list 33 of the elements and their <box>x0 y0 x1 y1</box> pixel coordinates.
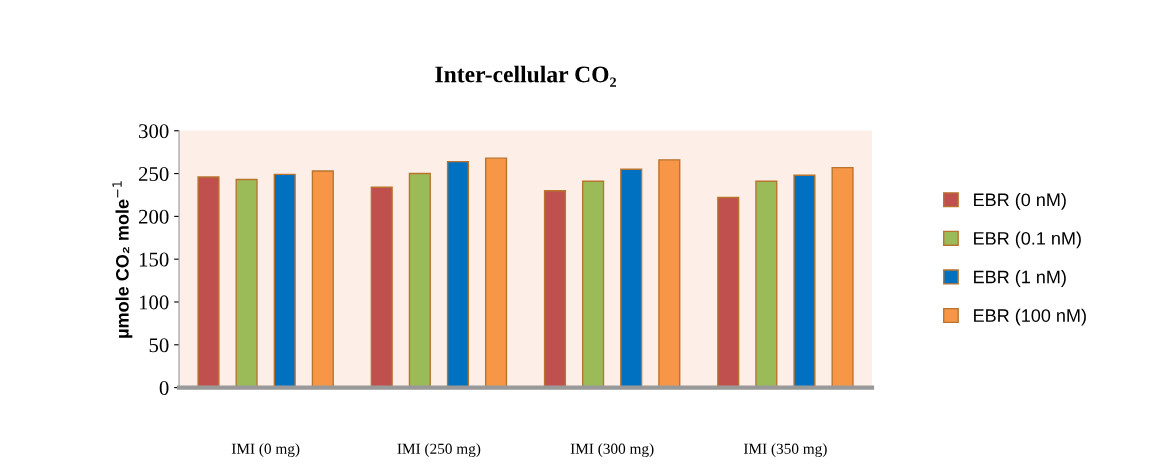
y-tick-label: 300 <box>139 124 169 139</box>
y-axis-title: µmole CO₂ mole$^{−1}$ <box>112 181 133 338</box>
legend-label: EBR (100 nM) <box>974 308 1086 326</box>
bar <box>658 159 681 388</box>
bar <box>408 172 431 388</box>
bar <box>311 170 334 388</box>
bar <box>370 186 393 388</box>
x-tick-label: IMI (0 mg) <box>231 443 300 458</box>
bar <box>543 189 567 388</box>
bar <box>620 168 643 388</box>
bar <box>755 180 778 388</box>
x-tick-label: IMI (250 mg) <box>397 443 481 458</box>
chart-title: Inter-cellular CO₂ <box>435 65 616 87</box>
bar <box>446 160 470 388</box>
legend-label: EBR (0.1 nM) <box>974 231 1081 249</box>
legend-label: EBR (0 nM) <box>974 192 1066 210</box>
x-tick-label: IMI (300 mg) <box>570 443 654 458</box>
legend-label: EBR (1 nM) <box>974 270 1066 287</box>
y-tick-label: 250 <box>138 166 169 181</box>
bar <box>273 173 296 388</box>
x-tick-label: IMI (350 mg) <box>743 443 827 458</box>
y-tick-label: 50 <box>149 338 169 353</box>
bar <box>717 196 740 388</box>
y-tick-label: 100 <box>139 295 169 310</box>
y-tick-label: 150 <box>139 252 169 267</box>
bar <box>235 178 258 388</box>
bar <box>831 166 854 388</box>
bar <box>582 180 605 388</box>
y-tick-label: 200 <box>138 209 169 224</box>
bar <box>197 176 220 388</box>
y-tick-label: 0 <box>159 380 169 396</box>
bar <box>793 174 816 388</box>
bar <box>484 157 508 388</box>
